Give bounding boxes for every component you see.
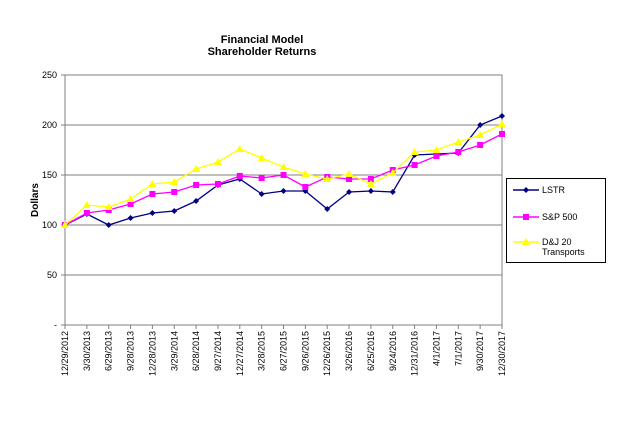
legend-item-sp500: S&P 500 <box>513 212 577 222</box>
x-tick-label: 3/26/2016 <box>344 331 354 371</box>
data-point <box>302 184 309 190</box>
y-axis-label: Dollars <box>30 183 41 217</box>
x-tick-label: 3/29/2014 <box>169 331 179 371</box>
data-point <box>324 206 331 212</box>
data-point <box>236 173 243 179</box>
data-point <box>323 175 332 182</box>
data-point <box>367 188 374 194</box>
data-point <box>455 149 462 155</box>
data-point <box>477 122 484 128</box>
y-tick-label: - <box>54 320 57 330</box>
data-point <box>171 189 178 195</box>
data-point <box>279 163 288 170</box>
legend-marker-triangle-icon <box>513 238 539 245</box>
data-point <box>83 210 90 216</box>
x-tick-label: 6/28/2014 <box>191 331 201 371</box>
data-point <box>104 203 113 210</box>
data-point <box>126 195 135 202</box>
x-tick-label: 12/30/2017 <box>497 331 507 376</box>
data-point <box>235 145 244 152</box>
data-point <box>499 113 505 119</box>
legend-label: D&J 20 Transports <box>542 237 585 257</box>
x-tick-label: 7/1/2017 <box>453 331 463 366</box>
legend-marker-diamond-icon <box>513 187 539 193</box>
data-point <box>346 176 353 182</box>
data-point <box>171 208 178 214</box>
x-tick-label: 12/31/2016 <box>410 331 420 376</box>
y-tick-label: 250 <box>42 70 57 80</box>
data-point <box>170 178 179 185</box>
x-tick-label: 4/1/2017 <box>431 331 441 366</box>
data-point <box>410 148 419 155</box>
data-point <box>411 162 418 168</box>
x-tick-label: 6/27/2015 <box>279 331 289 371</box>
data-point <box>193 182 200 188</box>
x-tick-label: 12/27/2014 <box>235 331 245 376</box>
data-point <box>366 180 375 187</box>
y-tick-label: 100 <box>42 220 57 230</box>
data-point <box>388 169 397 176</box>
x-tick-label: 6/29/2013 <box>104 331 114 371</box>
data-point <box>193 198 200 204</box>
x-tick-label: 9/26/2015 <box>300 331 310 371</box>
data-point <box>432 146 441 153</box>
data-point <box>127 201 134 207</box>
data-point <box>105 222 112 228</box>
x-tick-label: 9/30/2017 <box>475 331 485 371</box>
y-tick-label: 150 <box>42 170 57 180</box>
data-point <box>280 188 287 194</box>
legend-label: S&P 500 <box>542 212 578 222</box>
data-point <box>280 172 287 178</box>
legend-marker-square-icon <box>513 214 539 220</box>
data-point <box>257 154 266 161</box>
data-point <box>258 191 265 197</box>
data-point <box>258 175 265 181</box>
x-tick-label: 3/30/2013 <box>82 331 92 371</box>
data-point <box>301 170 310 177</box>
y-tick-label: 50 <box>47 270 57 280</box>
y-tick-label: 200 <box>42 120 57 130</box>
chart-subtitle: Shareholder Returns <box>208 46 317 58</box>
data-point <box>149 210 156 216</box>
data-point <box>82 201 91 208</box>
legend-item-dj20: D&J 20 Transports <box>513 237 604 257</box>
data-point <box>127 215 134 221</box>
data-point <box>214 181 221 187</box>
data-point <box>498 120 506 127</box>
data-point <box>477 142 484 148</box>
data-point <box>148 180 157 187</box>
x-tick-label: 12/29/2012 <box>60 331 70 376</box>
data-point <box>499 131 505 137</box>
x-tick-label: 6/25/2016 <box>366 331 376 371</box>
x-tick-label: 3/28/2015 <box>257 331 267 371</box>
data-point <box>61 221 69 228</box>
x-tick-label: 12/28/2013 <box>147 331 157 376</box>
data-point <box>346 189 353 195</box>
data-point <box>367 176 374 182</box>
data-point <box>389 189 396 195</box>
data-point <box>433 153 440 159</box>
legend: LSTR S&P 500 D&J 20 Transports <box>506 178 606 263</box>
x-tick-label: 12/26/2015 <box>322 331 332 376</box>
data-point <box>149 191 156 197</box>
legend-label: LSTR <box>542 185 566 195</box>
x-tick-label: 9/27/2014 <box>213 331 223 371</box>
data-point <box>476 131 485 138</box>
chart-title: Financial Model <box>221 34 304 46</box>
data-point <box>192 165 201 172</box>
legend-item-lstr: LSTR <box>513 185 565 195</box>
data-point <box>454 138 463 145</box>
data-point <box>345 170 354 177</box>
data-point <box>213 158 222 165</box>
series-line <box>64 115 503 226</box>
x-tick-label: 9/24/2016 <box>388 331 398 371</box>
x-tick-label: 9/28/2013 <box>126 331 136 371</box>
